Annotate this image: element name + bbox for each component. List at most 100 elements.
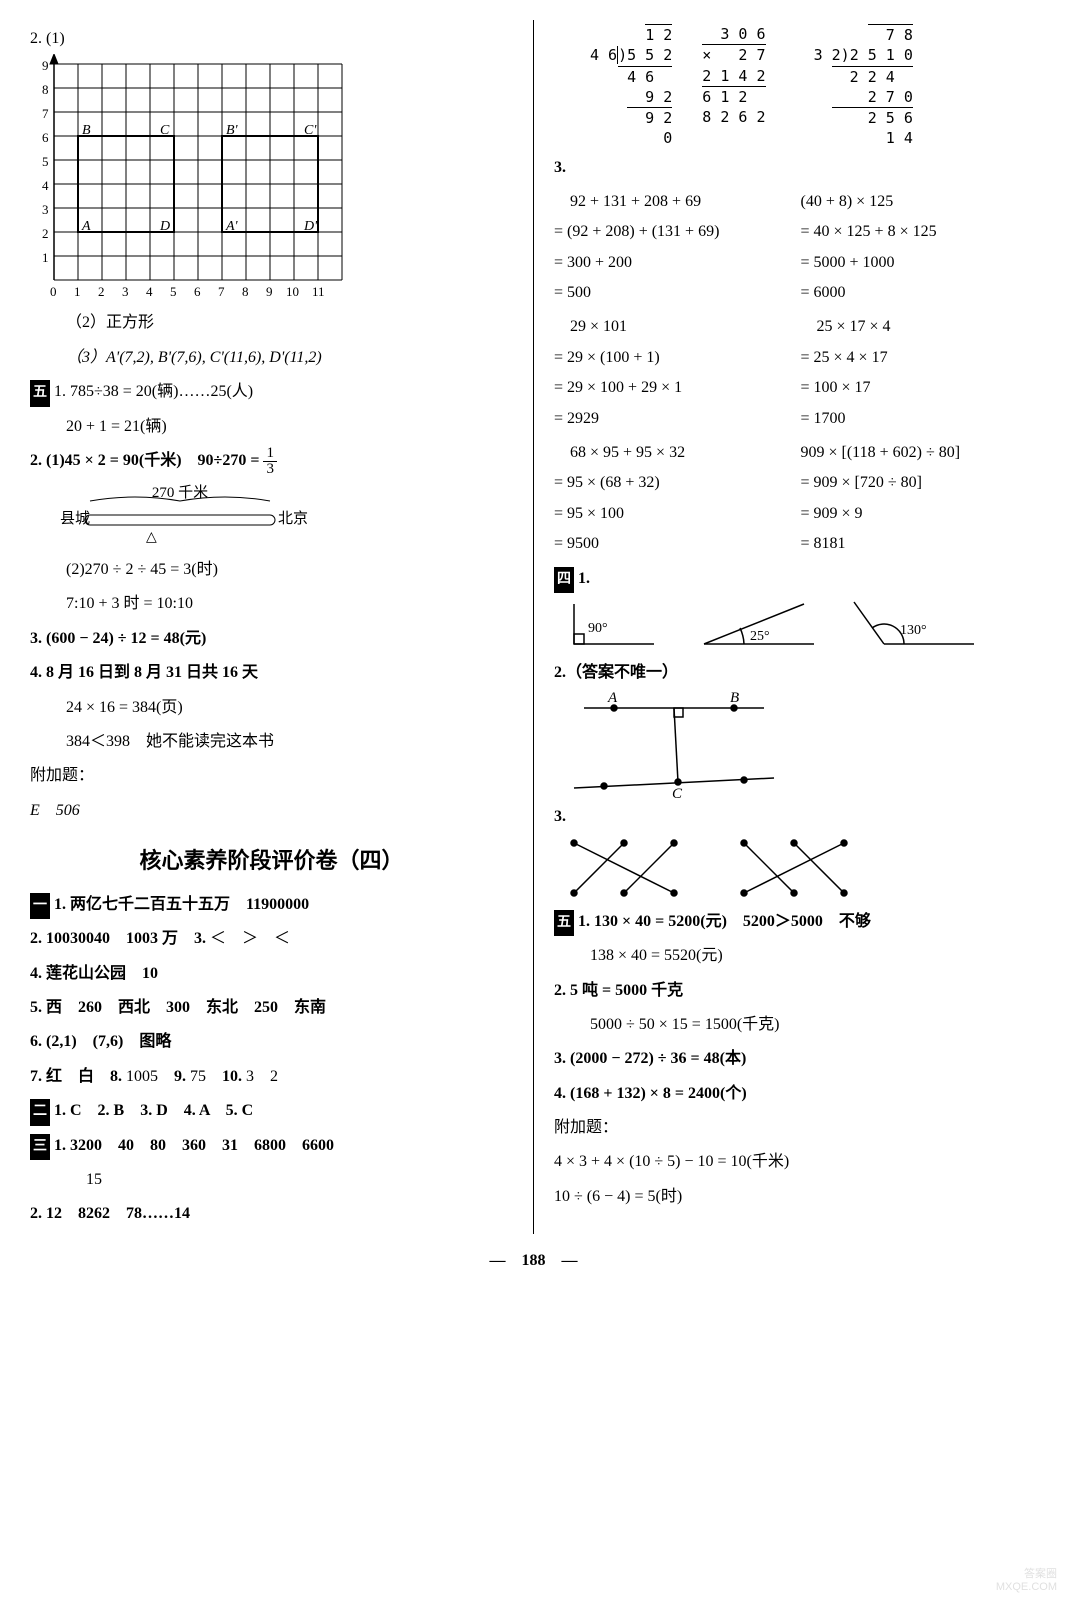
s1-1: 一1. 两亿七千二百五十五万 11900000 bbox=[30, 890, 513, 920]
section-5r-icon: 五 bbox=[554, 910, 574, 937]
svg-text:8: 8 bbox=[42, 82, 49, 97]
longdiv-1: 1 2 4 6)5 5 2 4 6 9 2 9 2 0 bbox=[590, 24, 672, 149]
line: = 5000 + 1000 bbox=[801, 248, 1038, 278]
r-e1: 4 × 3 + 4 × (10 ÷ 5) − 10 = 10(千米) bbox=[554, 1147, 1037, 1177]
text: 2. (1)45 × 2 = 90(千米) 90÷270 = bbox=[30, 452, 263, 469]
section-5-icon: 五 bbox=[30, 380, 50, 407]
r-e2: 10 ÷ (6 − 4) = 5(时) bbox=[554, 1182, 1037, 1212]
long-division-row: 1 2 4 6)5 5 2 4 6 9 2 9 2 0 3 0 6 × 2 7 … bbox=[590, 24, 1037, 149]
s3-2: 2. 12 8262 78……14 bbox=[30, 1199, 513, 1229]
line: 25 × 17 × 4 bbox=[801, 312, 1038, 342]
coordinate-grid: 987654321 01234567891011 A B C D A' B' C… bbox=[24, 54, 344, 304]
text: 1. 785÷38 = 20(辆)……25(人) bbox=[54, 383, 253, 400]
svg-text:B: B bbox=[82, 123, 91, 138]
r5-2b: 5000 ÷ 50 × 15 = 1500(千克) bbox=[590, 1010, 1037, 1040]
svg-text:△: △ bbox=[146, 530, 157, 545]
svg-text:C: C bbox=[672, 786, 683, 798]
svg-text:130°: 130° bbox=[900, 623, 927, 638]
svg-text:6: 6 bbox=[42, 130, 49, 145]
section-3-icon: 三 bbox=[30, 1134, 50, 1161]
line: (40 + 8) × 125 bbox=[801, 187, 1038, 217]
line: = 40 × 125 + 8 × 125 bbox=[801, 217, 1038, 247]
line: = 909 × 9 bbox=[801, 499, 1038, 529]
line: = 1700 bbox=[801, 404, 1038, 434]
svg-text:10: 10 bbox=[286, 284, 299, 299]
r5-2a: 2. 5 吨 = 5000 千克 bbox=[554, 976, 1037, 1006]
svg-text:1: 1 bbox=[42, 250, 49, 265]
r-extra: 附加题： bbox=[554, 1113, 1037, 1143]
svg-text:B: B bbox=[730, 690, 739, 706]
s1-4: 4. 莲花山公园 10 bbox=[30, 959, 513, 989]
longdiv-2: 7 8 3 2)2 5 1 0 2 2 4 2 7 0 2 5 6 1 4 bbox=[796, 24, 913, 149]
left-column: 2. (1) 987654321 01234567891011 A B C bbox=[30, 20, 513, 1234]
svg-text:C: C bbox=[160, 123, 170, 138]
s2: 二1. C 2. B 3. D 4. A 5. C bbox=[30, 1096, 513, 1126]
page-number: — 188 — bbox=[30, 1246, 1037, 1276]
section-2-icon: 二 bbox=[30, 1099, 50, 1126]
fraction: 13 bbox=[263, 446, 277, 477]
r5-1b: 138 × 40 = 5520(元) bbox=[590, 941, 1037, 971]
svg-text:90°: 90° bbox=[588, 621, 608, 636]
svg-text:0: 0 bbox=[50, 284, 57, 299]
s1-5: 5. 西 260 西北 300 东北 250 东南 bbox=[30, 993, 513, 1023]
section-4-icon: 四 bbox=[554, 567, 574, 594]
q2-1: 2. (1) 987654321 01234567891011 A B C bbox=[30, 24, 513, 304]
svg-text:1: 1 bbox=[74, 284, 81, 299]
line: = 25 × 4 × 17 bbox=[801, 343, 1038, 373]
watermark: 答案圈 MXQE.COM bbox=[996, 1568, 1057, 1594]
svg-text:A': A' bbox=[225, 219, 239, 234]
p5-2a: 2. (1)45 × 2 = 90(千米) 90÷270 = 13 bbox=[30, 446, 513, 477]
line: = 300 + 200 bbox=[554, 248, 791, 278]
p5-1: 五1. 785÷38 = 20(辆)……25(人) bbox=[30, 377, 513, 407]
calc-block-1: 92 + 131 + 208 + 69 = (92 + 208) + (131 … bbox=[554, 187, 1037, 309]
svg-text:2: 2 bbox=[42, 226, 49, 241]
s1-6: 6. (2,1) (7,6) 图略 bbox=[30, 1027, 513, 1057]
extra-label: 附加题： bbox=[30, 761, 513, 791]
svg-text:7: 7 bbox=[218, 284, 225, 299]
line: 68 × 95 + 95 × 32 bbox=[554, 438, 791, 468]
line: = (92 + 208) + (131 + 69) bbox=[554, 217, 791, 247]
line: = 29 × 100 + 29 × 1 bbox=[554, 373, 791, 403]
svg-text:8: 8 bbox=[242, 284, 249, 299]
q2-label: 2. (1) bbox=[30, 30, 65, 47]
mult-1: 3 0 6 × 2 7 2 1 4 2 6 1 2 8 2 6 2 bbox=[702, 24, 765, 149]
p5-3: 3. (600 − 24) ÷ 12 = 48(元) bbox=[30, 624, 513, 654]
line: = 500 bbox=[554, 278, 791, 308]
svg-text:B': B' bbox=[226, 123, 239, 138]
calc-block-3: 68 × 95 + 95 × 32 = 95 × (68 + 32) = 95 … bbox=[554, 438, 1037, 560]
svg-text:D: D bbox=[159, 219, 170, 234]
p5-4b: 24 × 16 = 384(页) bbox=[66, 693, 513, 723]
distance-diagram: 270 千米 县城 北京 △ bbox=[30, 483, 513, 549]
angle-diagrams: 90° 25° 130° bbox=[554, 594, 984, 654]
r5-4: 4. (168 + 132) × 8 = 2400(个) bbox=[554, 1079, 1037, 1109]
s4-2: 2.（答案不唯一） A B C bbox=[554, 658, 1037, 798]
s3-1b: 15 bbox=[86, 1165, 513, 1195]
svg-text:9: 9 bbox=[42, 58, 49, 73]
section-title: 核心素养阶段评价卷（四） bbox=[30, 840, 513, 882]
svg-text:7: 7 bbox=[42, 106, 49, 121]
s3-1: 三1. 3200 40 80 360 31 6800 6600 bbox=[30, 1131, 513, 1161]
p5-4a: 4. 8 月 16 日到 8 月 31 日共 16 天 bbox=[30, 658, 513, 688]
matching-diagram bbox=[554, 833, 884, 903]
svg-text:6: 6 bbox=[194, 284, 201, 299]
line: = 8181 bbox=[801, 529, 1038, 559]
p5-2c: 7:10 + 3 时 = 10:10 bbox=[66, 589, 513, 619]
svg-text:25°: 25° bbox=[750, 629, 770, 644]
line: = 95 × (68 + 32) bbox=[554, 468, 791, 498]
line: = 2929 bbox=[554, 404, 791, 434]
svg-text:2: 2 bbox=[98, 284, 105, 299]
s1-2-3: 2. 10030040 1003 万 3. ＜ ＞ ＜ bbox=[30, 924, 513, 954]
svg-text:5: 5 bbox=[42, 154, 49, 169]
svg-text:9: 9 bbox=[266, 284, 273, 299]
s4-1: 四1. 90° 25° 130° bbox=[554, 564, 1037, 654]
svg-text:11: 11 bbox=[312, 284, 325, 299]
line: = 9500 bbox=[554, 529, 791, 559]
svg-text:C': C' bbox=[304, 123, 317, 138]
line: 92 + 131 + 208 + 69 bbox=[554, 187, 791, 217]
svg-text:3: 3 bbox=[42, 202, 49, 217]
p5-4c: 384＜398 她不能读完这本书 bbox=[66, 727, 513, 757]
calc-block-2: 29 × 101 = 29 × (100 + 1) = 29 × 100 + 2… bbox=[554, 312, 1037, 434]
column-divider bbox=[533, 20, 534, 1234]
line: = 100 × 17 bbox=[801, 373, 1038, 403]
section-1-icon: 一 bbox=[30, 893, 50, 920]
